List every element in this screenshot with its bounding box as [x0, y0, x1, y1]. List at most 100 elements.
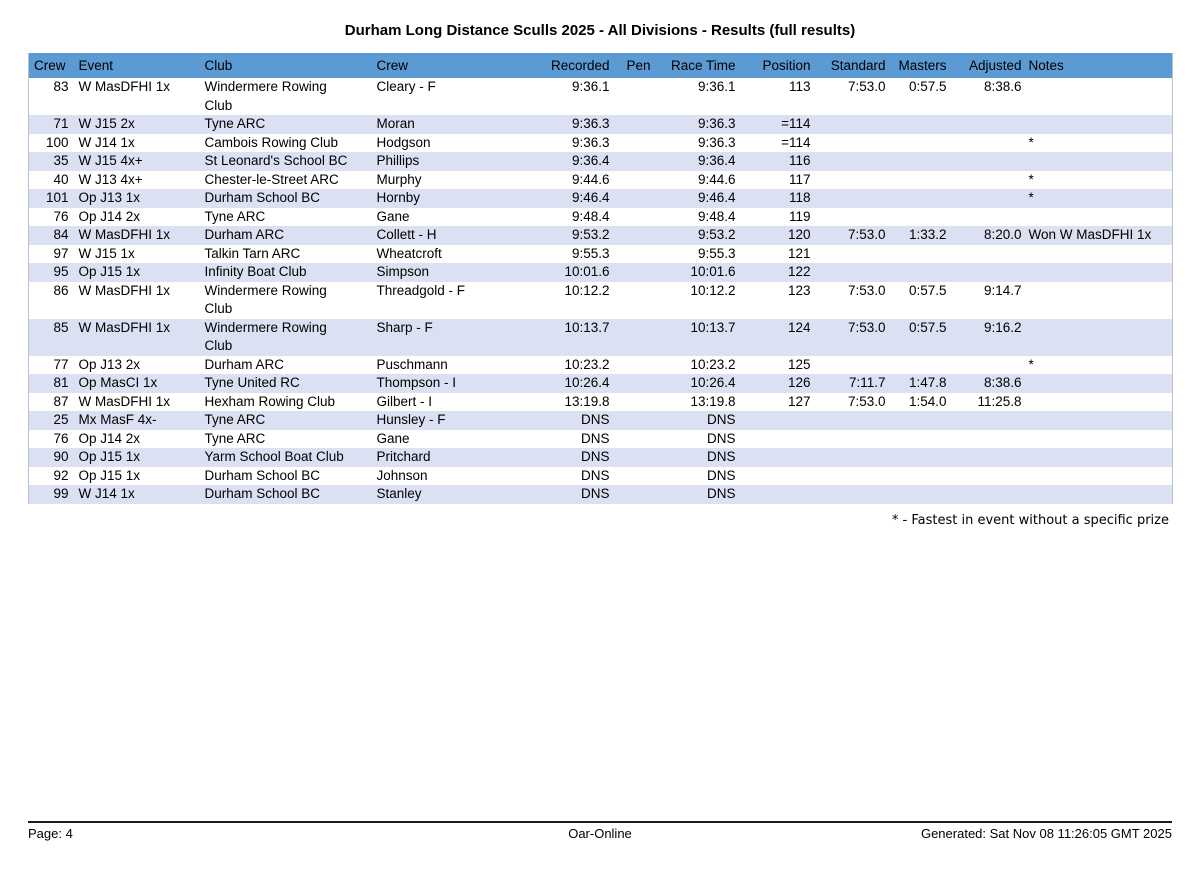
table-cell: 77: [53, 356, 69, 372]
table-row: 101 Op J13 1x Durham School BC Hornby 9:46.4…: [28, 189, 1173, 208]
table-cell: 10:01.6: [564, 264, 610, 279]
table-cell: [950, 411, 1025, 430]
table-cell: 9:55.3: [697, 245, 736, 261]
table-cell: [1025, 430, 1173, 449]
table-cell: Stanley: [376, 486, 422, 501]
column-header-notes: Notes: [1024, 53, 1173, 78]
table-cell: 0:57.5: [908, 282, 947, 298]
table-cell: Op J14 2x: [78, 430, 141, 446]
column-header-pen: Pen: [612, 53, 654, 78]
table-cell: [889, 430, 950, 449]
table-cell: Hornby: [376, 190, 421, 205]
table-row: 95 Op J15 1x Infinity Boat Club Simpson 10:0…: [28, 263, 1173, 282]
table-cell: 125: [787, 356, 811, 372]
table-cell: [613, 411, 654, 430]
table-row: 97 W J15 1x Talkin Tarn ARC Wheatcroft 9:55.…: [29, 245, 1173, 264]
table-cell: W J15 1x: [78, 245, 135, 261]
table-cell: DNS: [580, 430, 610, 446]
footer-generated: Generated: Sat Nov 08 11:26:05 GMT 2025: [920, 826, 1172, 841]
column-header-recorded: Recorded: [542, 53, 613, 78]
table-cell: 8:38.6: [983, 79, 1022, 94]
table-cell: Threadgold - F: [376, 282, 466, 298]
table-cell: Chester-le-Street ARC: [204, 171, 339, 187]
table-cell: Cambois Rowing Club: [204, 134, 339, 150]
table-cell: 13:19.8: [690, 393, 736, 409]
table-cell: 10:23.2: [690, 356, 736, 372]
table-cell: 85: [53, 319, 69, 335]
table-cell: DNS: [706, 412, 736, 427]
table-row: 25 Mx MasF 4x- Tyne ARC Hunsley - F DNS DNS: [28, 411, 1173, 430]
table-cell: [613, 448, 654, 467]
table-cell: [814, 411, 889, 430]
table-cell: Mx MasF 4x-: [78, 412, 157, 427]
table-cell: Gilbert - I: [376, 393, 433, 409]
table-cell: 9:46.4: [697, 190, 736, 205]
table-cell: W MasDFHI 1x: [78, 227, 171, 242]
table-cell: 101: [45, 190, 69, 205]
table-cell: [613, 115, 654, 134]
table-cell: [1025, 78, 1173, 115]
page-title: Durham Long Distance Sculls 2025 - All D…: [344, 22, 856, 39]
table-cell: Durham ARC: [204, 356, 285, 372]
table-cell: Gane: [376, 430, 410, 446]
table-cell: [950, 485, 1025, 504]
table-cell: Op J15 1x: [78, 264, 141, 279]
table-cell: [889, 152, 950, 171]
table-cell: [613, 356, 654, 375]
table-cell: [950, 467, 1025, 486]
column-header-adjusted: Adjusted: [949, 53, 1025, 78]
table-cell: [1025, 208, 1173, 227]
column-header-event: Event: [72, 53, 199, 78]
table-cell: [889, 171, 950, 190]
table-row: 77 Op J13 2x Durham ARC Puschmann 10:23.2 10:…: [29, 356, 1173, 375]
table-cell: *: [1028, 134, 1034, 150]
table-row: 84 W MasDFHI 1x Durham ARC Collett - H 9:53.…: [28, 226, 1173, 245]
table-cell: 9:14.7: [983, 282, 1022, 298]
table-cell: [889, 134, 950, 153]
table-cell: [889, 448, 950, 467]
table-cell: [613, 189, 654, 208]
table-cell: *: [1028, 190, 1034, 205]
table-cell: 100: [45, 134, 69, 150]
table-cell: Hodgson: [376, 134, 431, 150]
table-cell: 119: [788, 208, 811, 224]
column-header-race-time: Race Time: [653, 53, 739, 78]
table-cell: [950, 263, 1025, 282]
column-header-standard: Standard: [813, 53, 889, 78]
table-cell: Op J13 1x: [78, 190, 141, 205]
table-cell: 126: [787, 375, 811, 390]
table-cell: W MasDFHI 1x: [78, 393, 171, 409]
table-cell: 118: [788, 190, 811, 205]
table-cell: [889, 263, 950, 282]
table-cell: [950, 134, 1025, 153]
table-cell: Johnson: [376, 467, 428, 483]
table-cell: 81: [53, 375, 69, 390]
table-cell: [814, 467, 889, 486]
table-cell: W MasDFHI 1x: [78, 319, 171, 335]
table-cell: [950, 356, 1025, 375]
table-cell: 9:44.6: [697, 171, 736, 187]
table-cell: [814, 448, 889, 467]
column-header-crew: Crew: [370, 53, 543, 78]
table-cell: 10:12.2: [690, 282, 736, 298]
table-cell: Op J13 2x: [78, 356, 141, 372]
table-cell: Yarm School Boat Club: [204, 449, 344, 464]
table-cell: Wheatcroft: [376, 245, 442, 261]
table-cell: [1025, 485, 1173, 504]
table-cell: [1025, 115, 1173, 134]
table-cell: [613, 393, 654, 412]
table-cell: [1025, 448, 1173, 467]
table-cell: [1025, 374, 1173, 393]
table-cell: 71: [53, 116, 69, 131]
footnote: * - Fastest in event without a specific …: [891, 512, 1169, 528]
table-cell: 121: [787, 245, 811, 261]
table-cell: [814, 485, 889, 504]
table-cell: Collett - H: [376, 227, 437, 242]
table-cell: [814, 171, 889, 190]
table-cell: 9:55.3: [571, 245, 610, 261]
table-cell: 0:57.5: [908, 79, 947, 94]
table-cell: DNS: [580, 412, 610, 427]
table-cell: [613, 78, 654, 115]
table-cell: [889, 208, 950, 227]
table-cell: [950, 448, 1025, 467]
